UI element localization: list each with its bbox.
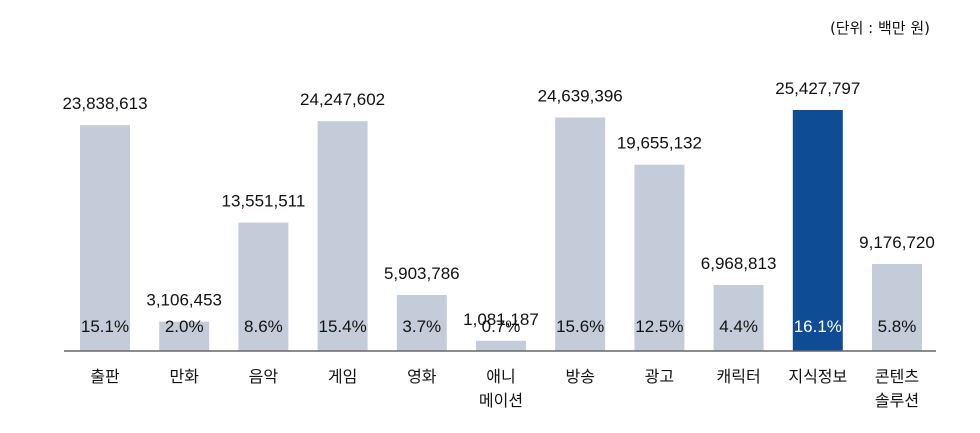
category-label-9: 캐릭터 bbox=[717, 367, 761, 386]
bar-8 bbox=[634, 164, 685, 351]
share-label-9: 4.4% bbox=[719, 317, 758, 336]
value-label-9: 6,968,813 bbox=[701, 254, 777, 273]
share-label-6: 0.7% bbox=[482, 317, 521, 336]
category-label-5: 영화 bbox=[407, 367, 437, 386]
category-label-7: 방송 bbox=[565, 367, 594, 386]
value-label-11: 9,176,720 bbox=[859, 233, 935, 252]
share-label-5: 3.7% bbox=[402, 317, 441, 336]
bar-11 bbox=[872, 264, 922, 351]
bar-9 bbox=[713, 285, 764, 351]
bar-2 bbox=[159, 321, 210, 351]
share-label-1: 15.1% bbox=[81, 317, 129, 336]
category-label-10: 지식정보 bbox=[788, 367, 847, 386]
unit-note: (단위 : 백만 원) bbox=[830, 19, 930, 37]
bar-3 bbox=[238, 222, 289, 351]
category-label-6-line-2: 메이션 bbox=[479, 391, 523, 410]
value-label-7: 24,639,396 bbox=[538, 87, 623, 106]
bar-1 bbox=[80, 125, 130, 351]
value-label-5: 5,903,786 bbox=[384, 264, 460, 283]
bar-6 bbox=[476, 340, 526, 351]
bar-10 bbox=[792, 110, 843, 351]
value-label-2: 3,106,453 bbox=[146, 291, 222, 310]
category-label-6-line-1: 애니 bbox=[486, 367, 515, 386]
share-label-4: 15.4% bbox=[318, 317, 366, 336]
category-label-3: 음악 bbox=[249, 367, 279, 386]
value-label-1: 23,838,613 bbox=[62, 94, 147, 113]
category-label-4: 게임 bbox=[328, 367, 357, 386]
category-label-11-line-1: 콘텐츠 bbox=[875, 367, 919, 386]
category-label-11-line-2: 솔루션 bbox=[875, 391, 919, 410]
value-label-4: 24,247,602 bbox=[300, 90, 385, 109]
share-label-8: 12.5% bbox=[635, 317, 683, 336]
value-label-8: 19,655,132 bbox=[617, 134, 702, 153]
value-label-3: 13,551,511 bbox=[221, 192, 305, 211]
category-label-1: 출판 bbox=[90, 367, 120, 386]
share-label-7: 15.6% bbox=[556, 317, 604, 336]
share-label-11: 5.8% bbox=[878, 317, 917, 336]
share-label-3: 8.6% bbox=[244, 317, 283, 336]
bar-7 bbox=[555, 117, 606, 351]
bar-4 bbox=[317, 121, 368, 351]
bars-group: 23,838,613 15.1% 출판 3,106,453 2.0% 만화 13,551,5… bbox=[62, 79, 934, 410]
share-label-10: 16.1% bbox=[794, 317, 842, 336]
category-label-8: 광고 bbox=[645, 367, 674, 386]
share-label-2: 2.0% bbox=[165, 317, 204, 336]
bar-5 bbox=[396, 295, 447, 351]
category-label-2: 만화 bbox=[169, 367, 199, 386]
value-label-10: 25,427,797 bbox=[775, 79, 860, 98]
value-label-6: 1,081,187 bbox=[463, 310, 539, 329]
